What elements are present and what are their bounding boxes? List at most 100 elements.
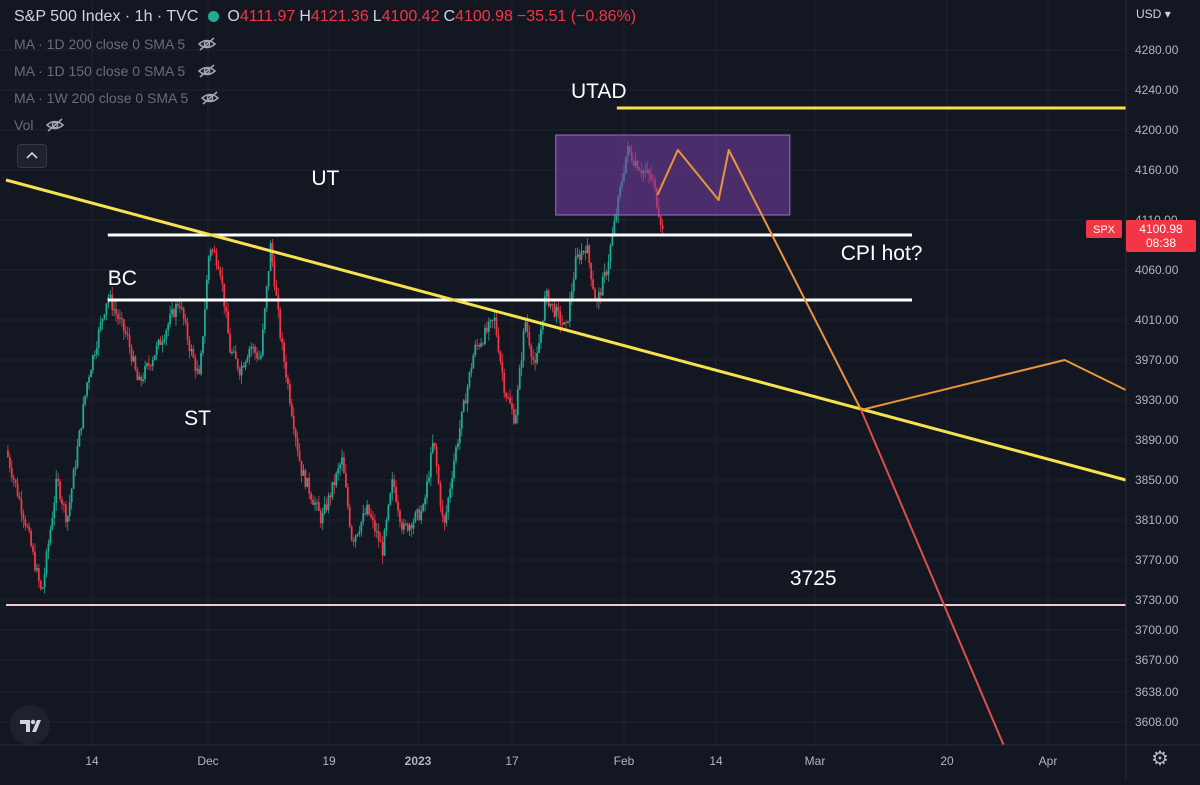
candle-body xyxy=(273,262,276,287)
candle-body xyxy=(468,372,471,387)
indicator-label: MA · 1D 200 close 0 SMA 5 xyxy=(14,36,186,52)
candle-body xyxy=(449,488,452,499)
tradingview-logo[interactable] xyxy=(10,705,50,745)
candle-body xyxy=(569,298,571,322)
candle-body xyxy=(14,479,17,484)
candle-body xyxy=(563,322,566,325)
candle-body xyxy=(476,344,479,346)
candle-body xyxy=(176,303,179,306)
candle-body xyxy=(32,546,34,552)
candle-body xyxy=(171,309,173,315)
candle-body xyxy=(35,567,38,571)
candle-body xyxy=(140,376,143,381)
candle-body xyxy=(391,479,394,494)
candle-body xyxy=(584,251,587,254)
candle-body xyxy=(321,513,324,524)
candle-body xyxy=(572,279,575,292)
candle-body xyxy=(194,357,197,371)
candle-body xyxy=(526,322,529,333)
eye-off-icon[interactable] xyxy=(197,63,217,79)
collapse-legend-button[interactable] xyxy=(17,144,47,168)
last-price-value: 4100.98 xyxy=(1139,222,1183,236)
price-axis[interactable]: 4280.004240.004200.004160.004110.004060.… xyxy=(1125,0,1200,780)
price-tick-label: 4060.00 xyxy=(1135,263,1179,277)
candle-body xyxy=(395,486,398,502)
indicator-row[interactable]: MA · 1W 200 close 0 SMA 5 xyxy=(14,90,220,106)
candle-body xyxy=(457,443,459,448)
candle-body xyxy=(545,290,548,297)
candle-body xyxy=(180,307,183,309)
candle-body xyxy=(385,519,388,531)
candle-body xyxy=(184,319,187,323)
candle-body xyxy=(426,481,428,499)
eye-off-icon[interactable] xyxy=(45,117,65,133)
candle-body xyxy=(364,513,367,515)
indicator-row[interactable]: MA · 1D 150 close 0 SMA 5 xyxy=(14,63,217,79)
time-tick-label: 14 xyxy=(709,754,723,768)
candle-body xyxy=(122,319,125,332)
candle-body xyxy=(381,541,384,556)
symbol-title[interactable]: S&P 500 Index · 1h · TVC xyxy=(14,8,199,25)
indicator-row[interactable]: MA · 1D 200 close 0 SMA 5 xyxy=(14,36,217,52)
candle-body xyxy=(68,502,71,516)
ohlc-value: 4121.36 xyxy=(310,8,369,25)
candle-body xyxy=(580,251,583,260)
candle-body xyxy=(86,382,89,396)
candle-body xyxy=(74,466,77,470)
candle-body xyxy=(234,351,237,359)
candle-body xyxy=(18,496,21,499)
candle-body xyxy=(115,309,117,314)
candle-body xyxy=(316,502,318,504)
candle-body xyxy=(513,409,515,424)
candle-body xyxy=(288,384,291,404)
trendline xyxy=(5,178,1127,482)
candle-body xyxy=(387,504,390,520)
candle-body xyxy=(431,442,434,453)
candle-body xyxy=(453,460,455,479)
candle-body xyxy=(117,313,119,319)
annotation-label: UTAD xyxy=(571,80,627,103)
candle-body xyxy=(341,457,343,465)
ohlc-value: 4111.97 xyxy=(239,8,296,25)
time-axis[interactable]: 14 Dec 19 2023 17 Feb 14 Mar 20 Apr xyxy=(0,744,1200,768)
currency-selector[interactable]: USD ▾ xyxy=(1136,7,1171,21)
candle-body xyxy=(368,504,370,515)
candle-body xyxy=(205,279,208,310)
candle-body xyxy=(495,317,498,336)
time-tick-label: Dec xyxy=(197,754,218,768)
candle-body xyxy=(72,469,75,489)
candle-body xyxy=(37,567,40,581)
candle-body xyxy=(501,361,504,373)
candle-body xyxy=(487,321,490,332)
chart-legend[interactable]: S&P 500 Index · 1h · TVC O4111.97 H4121.36… xyxy=(14,8,640,26)
indicator-row[interactable]: Vol xyxy=(14,117,65,133)
candle-body xyxy=(462,400,465,412)
candle-body xyxy=(399,510,401,522)
candle-body xyxy=(323,504,326,514)
currency-label: USD xyxy=(1136,7,1162,21)
candle-body xyxy=(70,488,73,503)
candle-body xyxy=(250,346,253,349)
candle-body xyxy=(590,262,593,280)
candle-body xyxy=(232,351,235,353)
candle-body xyxy=(536,353,538,363)
candle-body xyxy=(258,358,260,360)
candle-body xyxy=(155,345,158,356)
candle-body xyxy=(43,573,46,588)
candle-body xyxy=(530,345,533,357)
eye-off-icon[interactable] xyxy=(200,90,220,106)
candle-body xyxy=(310,493,313,500)
candle-body xyxy=(61,499,63,505)
candle-body xyxy=(549,303,552,307)
candle-body xyxy=(567,321,569,323)
candle-body xyxy=(439,483,442,507)
candle-body xyxy=(447,498,450,513)
candle-body xyxy=(485,327,488,332)
candle-body xyxy=(400,521,403,530)
eye-off-icon[interactable] xyxy=(197,36,217,52)
gear-icon[interactable]: ⚙ xyxy=(1151,748,1169,770)
candle-body xyxy=(292,415,295,430)
